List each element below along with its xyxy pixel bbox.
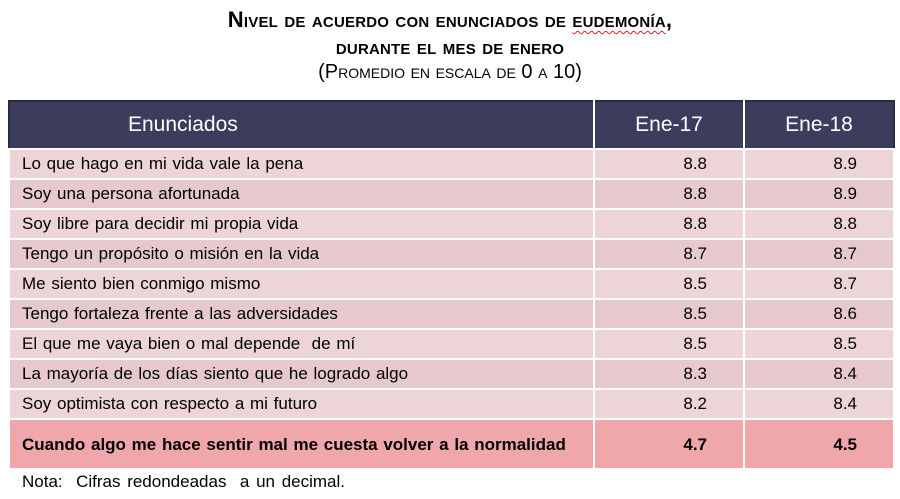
ene-18-cell: 8.6 (743, 298, 895, 330)
highlighted-table-row: Cuando algo me hace sentir mal me cuesta… (8, 418, 895, 470)
ene-18-cell: 8.5 (743, 328, 895, 360)
statement-cell: Soy optimista con respecto a mi futuro (8, 388, 595, 420)
statement-cell: Tengo fortaleza frente a las adversidade… (8, 298, 595, 330)
ene-18-cell: 4.5 (743, 418, 895, 470)
title-line-1: Nivel de acuerdo con enunciados de eudem… (0, 6, 900, 33)
header-ene-18: Ene-18 (743, 100, 895, 150)
table-row: Me siento bien conmigo mismo 8.5 8.7 (8, 268, 895, 300)
ene-17-cell: 8.5 (593, 328, 745, 360)
table-row: Lo que hago en mi vida vale la pena 8.8 … (8, 148, 895, 180)
ene-18-cell: 8.9 (743, 148, 895, 180)
table-row: La mayoría de los días siento que he log… (8, 358, 895, 390)
header-row: Enunciados Ene-17 Ene-18 (8, 100, 895, 150)
statement-cell: Lo que hago en mi vida vale la pena (8, 148, 595, 180)
ene-17-cell: 4.7 (593, 418, 745, 470)
ene-17-cell: 8.8 (593, 208, 745, 240)
statement-cell: Soy libre para decidir mi propia vida (8, 208, 595, 240)
table-row: El que me vaya bien o mal depende de mí … (8, 328, 895, 360)
table-row: Soy optimista con respecto a mi futuro 8… (8, 388, 895, 420)
ene-18-cell: 8.4 (743, 388, 895, 420)
table-row: Soy libre para decidir mi propia vida 8.… (8, 208, 895, 240)
title-line-2: durante el mes de enero (335, 34, 565, 59)
ene-17-cell: 8.8 (593, 178, 745, 210)
table-body: Lo que hago en mi vida vale la pena 8.8 … (8, 148, 895, 470)
ene-17-cell: 8.5 (593, 298, 745, 330)
ene-17-cell: 8.2 (593, 388, 745, 420)
title-line-1-prefix: Nivel de acuerdo con enunciados de (227, 7, 573, 32)
ene-17-cell: 8.7 (593, 238, 745, 270)
header-ene-17: Ene-17 (593, 100, 745, 150)
ene-18-cell: 8.7 (743, 268, 895, 300)
table-row: Tengo fortaleza frente a las adversidade… (8, 298, 895, 330)
ene-18-cell: 8.4 (743, 358, 895, 390)
title-line-1-suffix: , (665, 7, 673, 32)
data-table: Enunciados Ene-17 Ene-18 Lo que hago en … (8, 100, 895, 470)
ene-17-cell: 8.3 (593, 358, 745, 390)
statement-cell: Cuando algo me hace sentir mal me cuesta… (8, 418, 595, 470)
statement-cell: Tengo un propósito o misión en la vida (8, 238, 595, 270)
statement-cell: El que me vaya bien o mal depende de mí (8, 328, 595, 360)
table-row: Tengo un propósito o misión en la vida 8… (8, 238, 895, 270)
table-container: Enunciados Ene-17 Ene-18 Lo que hago en … (8, 100, 895, 470)
ene-18-cell: 8.8 (743, 208, 895, 240)
title-keyword: eudemonía (572, 7, 666, 32)
footnote: Nota: Cifras redondeadas a un decimal. (22, 472, 346, 491)
statement-cell: La mayoría de los días siento que he log… (8, 358, 595, 390)
title-block: Nivel de acuerdo con enunciados de eudem… (0, 6, 900, 84)
subtitle: (Promedio en escala de 0 a 10) (318, 61, 582, 83)
ene-17-cell: 8.8 (593, 148, 745, 180)
ene-18-cell: 8.9 (743, 178, 895, 210)
table-header: Enunciados Ene-17 Ene-18 (8, 100, 895, 150)
statement-cell: Me siento bien conmigo mismo (8, 268, 595, 300)
header-statement: Enunciados (8, 100, 595, 150)
ene-17-cell: 8.5 (593, 268, 745, 300)
table-row: Soy una persona afortunada 8.8 8.9 (8, 178, 895, 210)
ene-18-cell: 8.7 (743, 238, 895, 270)
statement-cell: Soy una persona afortunada (8, 178, 595, 210)
